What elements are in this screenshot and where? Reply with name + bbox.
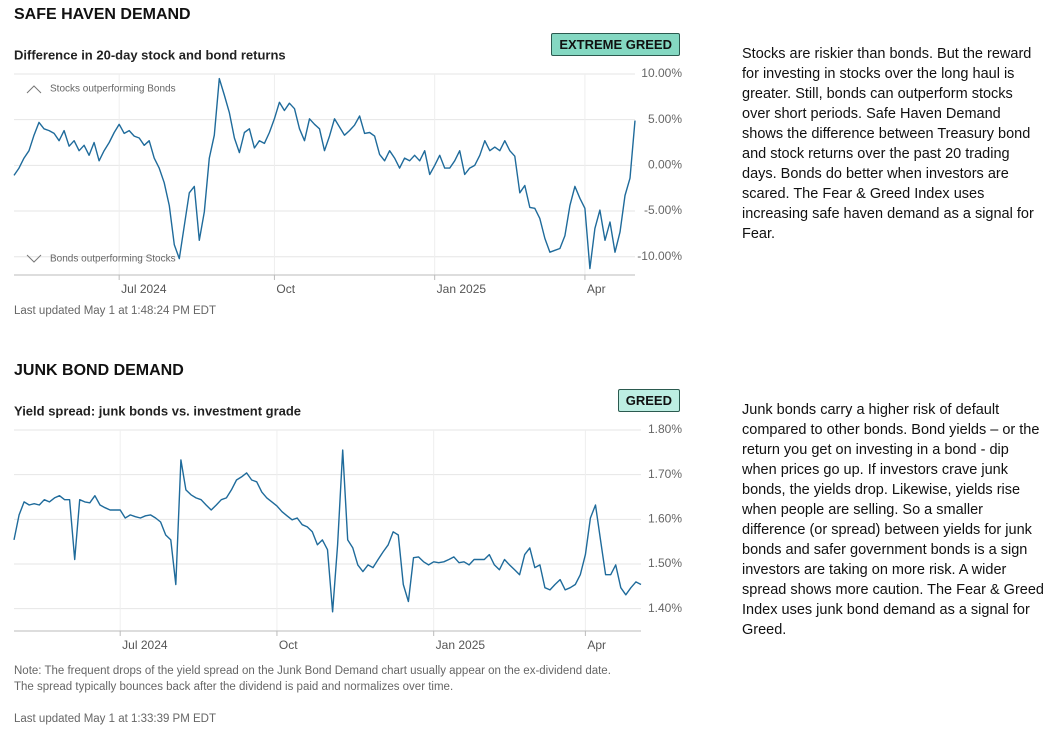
badge: EXTREME GREED: [551, 33, 680, 56]
x-tick-label: Oct: [279, 638, 298, 652]
y-tick-label: 1.40%: [648, 601, 682, 615]
annotation: Bonds outperforming Stocks: [50, 254, 176, 265]
charts: Difference in 20-day stock and bond retu…: [13, 47, 682, 652]
y-tick-label: 1.50%: [648, 556, 682, 570]
x-tick-label: Jan 2025: [436, 638, 486, 652]
y-tick-label: 0.00%: [648, 158, 682, 172]
y-tick-label: -5.00%: [644, 203, 682, 217]
y-tick-label: 1.60%: [648, 512, 682, 526]
y-tick-label: 10.00%: [641, 66, 682, 80]
badge: GREED: [617, 389, 680, 412]
y-tick-label: -10.00%: [637, 249, 682, 263]
section-heading: JUNK BOND DEMAND: [14, 362, 184, 379]
data-line: [13, 449, 642, 613]
data-line: [13, 77, 636, 270]
description: Junk bonds carry a higher risk of defaul…: [742, 402, 1044, 638]
y-tick-label: 1.80%: [648, 422, 682, 436]
chart-title: Difference in 20-day stock and bond retu…: [14, 47, 286, 62]
description: Stocks are riskier than bonds. But the r…: [742, 46, 1034, 242]
section-heading: SAFE HAVEN DEMAND: [14, 6, 191, 23]
note: The spread typically bounces back after …: [14, 681, 454, 693]
chart-title: Yield spread: junk bonds vs. investment …: [14, 403, 301, 418]
note: Note: The frequent drops of the yield sp…: [14, 665, 611, 677]
annotation: Stocks outperforming Bonds: [50, 84, 176, 95]
x-tick-label: Jul 2024: [121, 282, 167, 296]
last-updated: Last updated May 1 at 1:48:24 PM EDT: [14, 305, 217, 317]
y-tick-label: 1.70%: [648, 467, 682, 481]
x-tick-label: Jan 2025: [437, 282, 487, 296]
x-tick-label: Oct: [276, 282, 295, 296]
annotation-chevron: [26, 85, 42, 94]
x-tick-label: Apr: [587, 282, 606, 296]
x-tick-label: Apr: [587, 638, 606, 652]
last-updated: Last updated May 1 at 1:33:39 PM EDT: [14, 713, 217, 725]
y-tick-label: 5.00%: [648, 112, 682, 126]
x-tick-label: Jul 2024: [122, 638, 168, 652]
annotation-chevron: [26, 254, 42, 263]
